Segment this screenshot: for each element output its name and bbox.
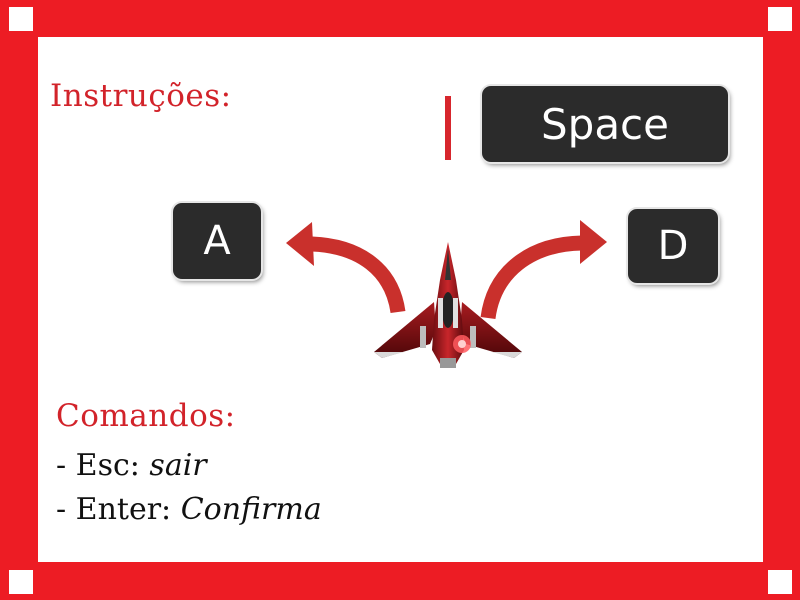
- corner-top-right: [768, 7, 792, 31]
- command-enter-action: Confirma: [180, 492, 322, 527]
- key-space: Space: [482, 86, 728, 162]
- command-esc: - Esc: sair: [56, 448, 207, 483]
- instructions-title: Instruções:: [50, 78, 232, 114]
- key-a: A: [173, 203, 261, 279]
- commands-title: Comandos:: [56, 398, 236, 434]
- fire-divider: [445, 96, 451, 160]
- command-esc-action: sair: [149, 448, 207, 483]
- key-space-label: Space: [541, 99, 669, 149]
- command-enter: - Enter: Confirma: [56, 492, 322, 527]
- corner-bottom-left: [9, 570, 33, 594]
- key-d: D: [628, 209, 718, 283]
- spaceship-icon: [374, 242, 522, 368]
- corner-top-left: [9, 7, 33, 31]
- command-esc-key: - Esc:: [56, 448, 150, 483]
- curved-arrow-left-icon: [286, 222, 406, 314]
- command-enter-key: - Enter:: [56, 492, 181, 527]
- corner-bottom-right: [768, 570, 792, 594]
- curved-arrow-right-icon: [480, 220, 607, 320]
- key-a-label: A: [203, 218, 231, 264]
- key-d-label: D: [657, 223, 689, 269]
